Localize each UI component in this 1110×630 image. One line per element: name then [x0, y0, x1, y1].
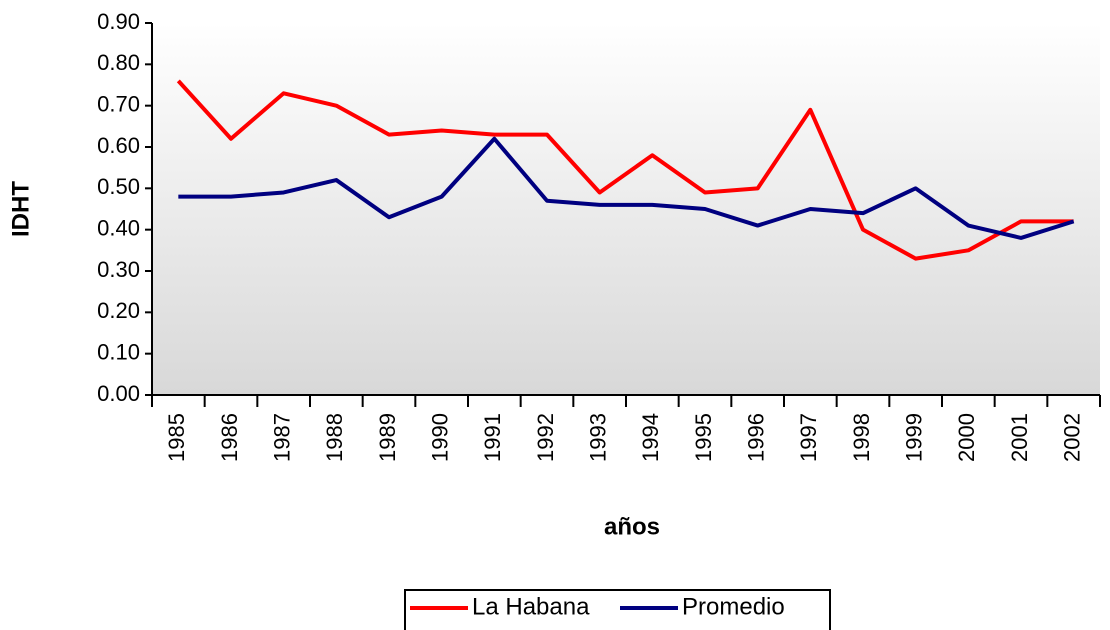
- line-series: [178, 136, 1075, 240]
- x-tick-label: 1999: [901, 413, 926, 462]
- x-tick-label: 1989: [375, 413, 400, 462]
- x-tick-label: 1991: [480, 413, 505, 462]
- x-tick-label: 1993: [585, 413, 610, 462]
- plot-area: [152, 23, 1100, 395]
- x-tick-label: 1997: [796, 413, 821, 462]
- x-tick-label: 1986: [217, 413, 242, 462]
- x-tick-label: 1990: [427, 413, 452, 462]
- legend: [404, 589, 831, 630]
- legend-label: La Habana: [472, 593, 590, 620]
- legend-label: Promedio: [682, 593, 785, 620]
- y-tick-label: 0.40: [97, 215, 140, 240]
- x-tick-label: 1992: [533, 413, 558, 462]
- line-series: [176, 79, 1074, 261]
- x-tick-label: 1998: [849, 413, 874, 462]
- y-tick-label: 0.60: [97, 133, 140, 158]
- x-tick-label: 1994: [638, 413, 663, 462]
- x-tick-label: 1985: [164, 413, 189, 462]
- y-axis-label: IDHT: [7, 181, 34, 237]
- y-tick-label: 0.80: [97, 50, 140, 75]
- y-tick-label: 0.90: [97, 9, 140, 34]
- y-tick-label: 0.30: [97, 257, 140, 282]
- y-tick-label: 0.70: [97, 91, 140, 116]
- x-tick-label: 2002: [1059, 413, 1084, 462]
- x-tick-label: 1987: [269, 413, 294, 462]
- x-axis-label: años: [604, 513, 660, 540]
- y-tick-label: 0.20: [97, 298, 140, 323]
- y-tick-label: 0.10: [97, 339, 140, 364]
- x-tick-label: 1996: [743, 413, 768, 462]
- y-tick-label: 0.50: [97, 174, 140, 199]
- x-tick-label: 2001: [1007, 413, 1032, 462]
- x-tick-label: 2000: [954, 413, 979, 462]
- y-tick-label: 0.00: [97, 381, 140, 406]
- x-tick-label: 1995: [691, 413, 716, 462]
- x-tick-label: 1988: [322, 413, 347, 462]
